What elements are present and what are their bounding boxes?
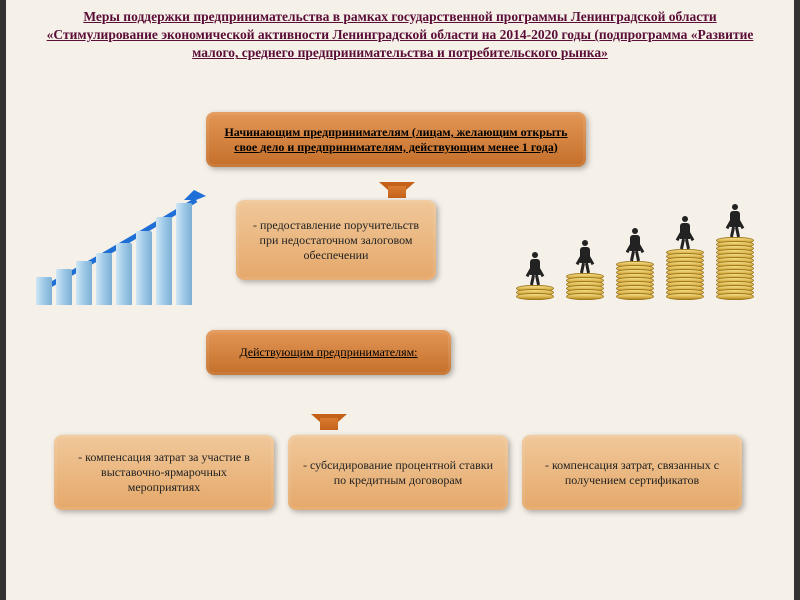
chart-bar xyxy=(76,261,92,305)
exhibition-text: - компенсация затрат за участие в выстав… xyxy=(64,450,264,495)
guarantees-box: - предоставление поручительств при недос… xyxy=(236,200,436,280)
coin-icon xyxy=(566,293,604,300)
coin-icon xyxy=(516,293,554,300)
person-icon xyxy=(578,240,592,272)
coin-stacks-illustration xyxy=(516,180,771,300)
subsidy-text: - субсидирование процентной ставки по кр… xyxy=(298,458,498,488)
coin-stack xyxy=(716,240,754,300)
person-icon xyxy=(728,204,742,236)
chart-bar xyxy=(116,243,132,305)
beginners-header-box: Начинающим предпринимателям (лицам, жела… xyxy=(206,112,586,167)
coin-icon xyxy=(616,293,654,300)
guarantees-text: - предоставление поручительств при недос… xyxy=(246,218,426,263)
chart-bar xyxy=(96,253,112,305)
person-icon xyxy=(628,228,642,260)
exhibition-box: - компенсация затрат за участие в выстав… xyxy=(54,435,274,510)
person-icon xyxy=(678,216,692,248)
coin-stack xyxy=(566,276,604,300)
chart-bar xyxy=(176,203,192,305)
chart-bar xyxy=(36,277,52,305)
coin-stack xyxy=(516,288,554,300)
arrow-down-1-icon xyxy=(379,182,415,198)
coin-icon xyxy=(716,293,754,300)
certificate-text: - компенсация затрат, связанных с получе… xyxy=(532,458,732,488)
subsidy-box: - субсидирование процентной ставки по кр… xyxy=(288,435,508,510)
page-title: Меры поддержки предпринимательства в рам… xyxy=(6,0,794,67)
coin-stack xyxy=(616,264,654,300)
beginners-header-text: Начинающим предпринимателям (лицам, жела… xyxy=(216,125,576,155)
chart-bar xyxy=(136,231,152,305)
arrow-down-2-icon xyxy=(311,414,347,430)
coin-icon xyxy=(666,293,704,300)
growth-bar-chart xyxy=(36,190,211,305)
existing-header-box: Действующим предпринимателям: xyxy=(206,330,451,375)
chart-bar xyxy=(56,269,72,305)
existing-header-text: Действующим предпринимателям: xyxy=(239,345,417,360)
coin-stack xyxy=(666,252,704,300)
chart-bar xyxy=(156,217,172,305)
certificate-box: - компенсация затрат, связанных с получе… xyxy=(522,435,742,510)
person-icon xyxy=(528,252,542,284)
